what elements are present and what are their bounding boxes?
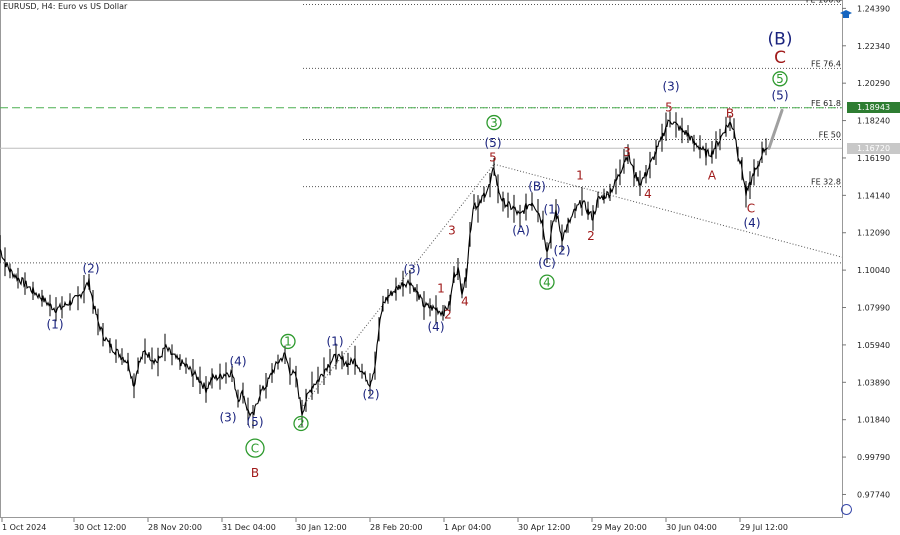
fe-level-label: FE 32.8 [811,178,841,187]
settings-icon[interactable] [841,504,852,515]
wave-label: 1 [284,335,292,349]
wave-label: (4) [230,355,247,369]
y-tick-label: 1.07990 [857,304,890,313]
wave-label: (A) [512,223,530,237]
x-tick-label: 30 Jan 12:00 [296,523,347,532]
wave-label: (3) [663,79,680,93]
fe-level-label: FE 50 [819,131,841,140]
current-price-tag: 1.16720 [847,142,900,154]
current-price-value: 1.16720 [856,143,891,153]
fe-level-label: FE 61.8 [811,99,841,108]
symbol-title: EURUSD, H4: Euro vs US Dollar [3,2,128,11]
wave-circle [539,274,555,290]
wave-label: A [708,169,717,183]
wave-circle [772,71,788,87]
wave-label: B [251,466,259,480]
wave-circle [486,114,502,131]
y-tick-label: 1.16190 [857,154,890,163]
time-axis: 1 Oct 2024 30 Oct 12:00 28 Nov 20:00 31 Dec… [1,518,788,532]
y-tick-label: 1.22340 [857,42,890,51]
wave-label: 2 [297,417,305,431]
wave-label: (2) [554,243,571,257]
wave-label: 3 [623,145,631,159]
wave-label: C [774,48,786,68]
x-tick-label: 30 Oct 12:00 [74,523,126,532]
y-tick-label: 1.18240 [857,117,890,126]
wave-label: (B) [768,30,793,50]
y-tick-label: 1.12090 [857,229,890,238]
y-tick-label: 1.20290 [857,79,890,88]
y-tick-label: 1.10040 [857,266,890,275]
fe-level-label: FE 76.4 [811,59,841,68]
x-tick-label: 29 Jul 12:00 [740,523,788,532]
y-tick-label: 1.01840 [857,416,890,425]
wave-label: 1 [576,169,584,183]
x-tick-label: 1 Apr 04:00 [444,523,491,532]
wave-label: 2 [444,307,452,321]
x-tick-label: 30 Jun 04:00 [666,523,717,532]
wave-label: B [726,107,734,121]
x-tick-label: 30 Apr 12:00 [518,523,570,532]
x-tick-label: 28 Nov 20:00 [148,523,202,532]
y-tick-label: 0.99790 [857,453,890,462]
y-tick-label: 1.03890 [857,378,890,387]
wave-label: (1) [327,335,344,349]
y-tick-label: 1.14140 [857,191,890,200]
fe-level-label: FE 100.0 [806,0,841,5]
wave-label: 3 [490,116,498,130]
x-tick-label: 31 Dec 04:00 [222,523,276,532]
level-price-value: 1.18943 [856,103,891,113]
levels-layer: FE 100.0 FE 76.4 FE 61.8 FE 50 FE 32.8 [0,0,843,407]
x-tick-label: 29 May 20:00 [592,523,647,532]
wave-label: 4 [644,187,652,201]
wave-label: 1 [437,282,445,296]
price-axis: 1.24390 1.22340 1.20290 1.18240 1.16190 1.141… [842,4,890,499]
wave-label: (2) [363,388,380,402]
wave-label: 2 [587,229,595,243]
wave-label: (5) [247,415,264,429]
wave-label: (5) [772,88,789,102]
wave-label: (C) [538,256,556,270]
wave-label: 5 [665,100,673,114]
wave-label: (4) [744,216,761,230]
price-series [0,108,784,429]
trend-line [302,163,495,407]
plot-frame [0,0,843,518]
wave-circle [245,438,265,458]
price-line [0,119,770,418]
wave-label: 5 [776,72,784,86]
y-tick-label: 0.97740 [857,490,890,499]
hat-icon[interactable] [839,4,853,18]
wave-label: 3 [448,223,456,237]
x-tick-label: 28 Feb 20:00 [370,523,422,532]
trend-line [493,163,843,258]
wave-label: (5) [485,136,502,150]
wave-circle [280,333,296,350]
wave-label: (1) [544,202,561,216]
x-tick-label: 1 Oct 2024 [2,523,46,532]
wave-label: (4) [428,320,445,334]
wave-label: 4 [461,295,469,309]
wave-label: (1) [47,317,64,331]
wave-label: (2) [83,262,100,276]
wave-label: C [251,441,259,455]
wave-label: (3) [404,263,421,277]
projection-line [767,108,784,150]
wave-label: (3) [220,410,237,424]
y-tick-label: 1.05940 [857,341,890,350]
wave-label: 4 [543,275,551,289]
level-price-tag: 1.18943 [847,102,900,114]
wave-label: C [747,201,755,215]
wave-label: 5 [489,150,497,164]
wave-circle [293,415,309,432]
wave-label: (B) [528,180,546,194]
y-tick-label: 1.24390 [857,4,890,13]
wave-labels-layer: (1)(2)(3)(4)(5)CB12(1)(2)(3)(4)12343(5)5… [47,30,793,480]
